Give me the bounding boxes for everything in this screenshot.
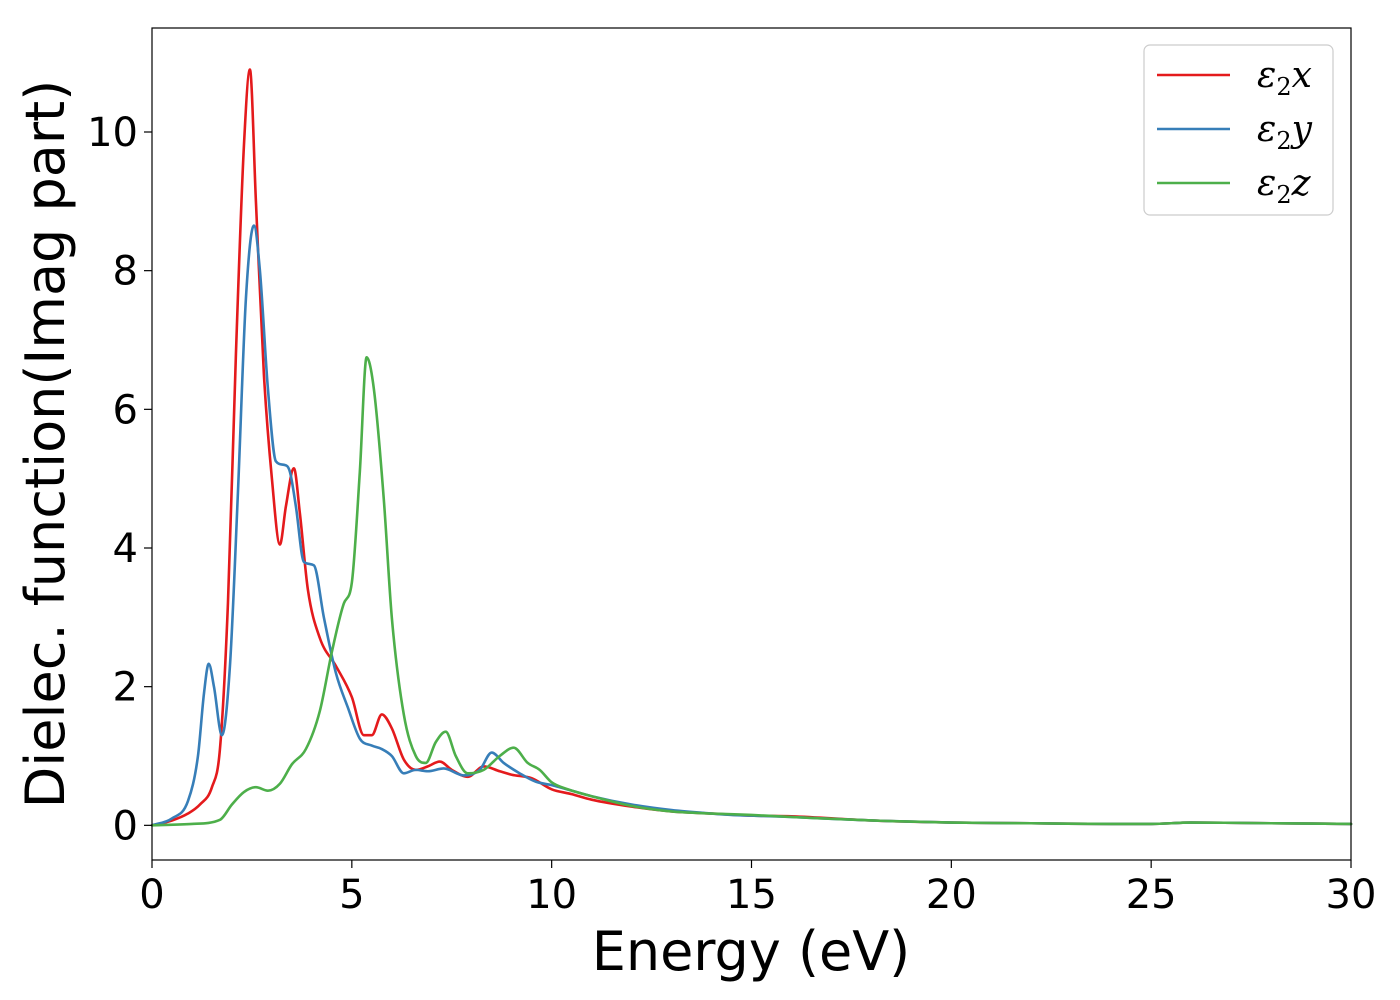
legend-label-y: ε2y xyxy=(1257,109,1313,155)
x-tick-label: 15 xyxy=(726,872,777,918)
legend-box xyxy=(1143,44,1334,216)
y-tick-label: 0 xyxy=(113,803,138,849)
y-tick-label: 4 xyxy=(113,526,138,572)
x-tick-label: 0 xyxy=(139,872,164,918)
legend: ε2x ε2y ε2z xyxy=(1143,44,1334,216)
y-tick-label: 8 xyxy=(113,249,138,295)
y-tick-label: 2 xyxy=(113,665,138,711)
x-tick-label: 5 xyxy=(339,872,364,918)
x-tick-label: 10 xyxy=(526,872,577,918)
y-axis-title: Dielec. function(Imag part) xyxy=(14,80,77,809)
y-tick-label: 6 xyxy=(113,387,138,433)
legend-label-x: ε2x xyxy=(1257,55,1312,101)
series-line-z xyxy=(150,356,1353,827)
series-layer xyxy=(150,68,1353,827)
x-tick-label: 20 xyxy=(926,872,977,918)
ticks-layer: 0 5 10 15 20 25 30 0 2 4 6 8 10 xyxy=(87,110,1376,918)
legend-label-z: ε2z xyxy=(1257,163,1312,209)
x-axis-title: Energy (eV) xyxy=(592,920,911,983)
y-tick-label: 10 xyxy=(87,110,138,156)
x-tick-label: 30 xyxy=(1326,872,1377,918)
x-tick-label: 25 xyxy=(1126,872,1177,918)
